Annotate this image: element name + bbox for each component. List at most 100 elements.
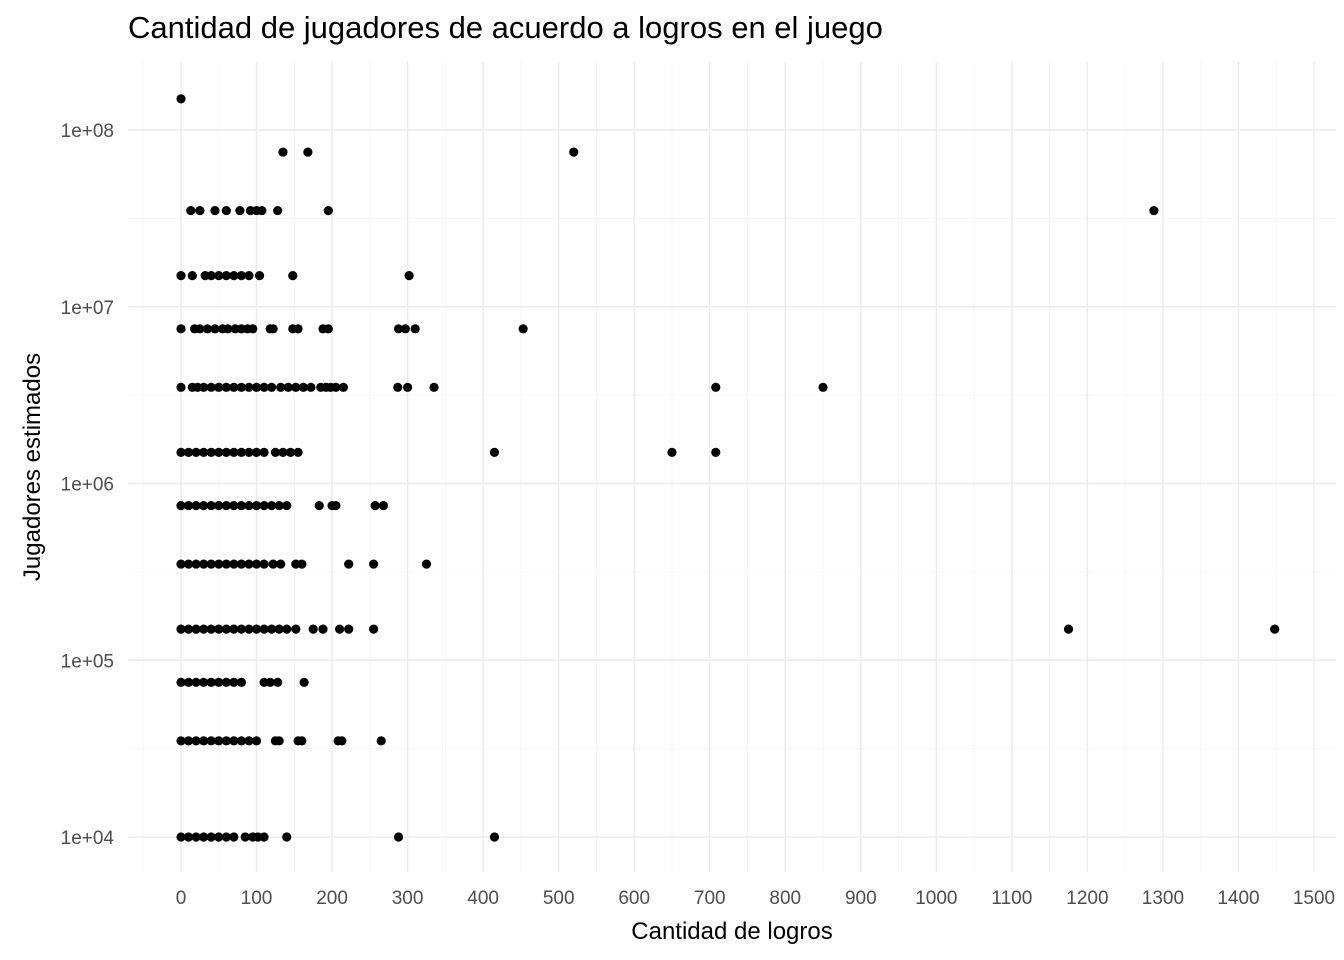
data-point (206, 500, 216, 511)
data-point (273, 205, 283, 216)
data-point (176, 677, 186, 687)
data-point (214, 677, 224, 687)
data-point (191, 559, 201, 569)
data-point (214, 624, 224, 634)
data-point (191, 447, 201, 457)
data-point (229, 559, 239, 569)
x-tick-label: 700 (694, 888, 726, 909)
y-tick-label: 1e+08 (61, 121, 114, 142)
data-point (236, 447, 247, 457)
data-point (251, 500, 262, 511)
data-point (244, 271, 254, 281)
data-point (229, 382, 239, 392)
data-point (183, 677, 194, 687)
x-tick-label: 800 (769, 888, 801, 909)
data-point (306, 382, 316, 392)
x-axis-title: Cantidad de logros (631, 918, 832, 945)
x-tick-label: 1300 (1142, 888, 1184, 909)
data-point (323, 205, 333, 216)
data-point (183, 624, 194, 634)
data-point (297, 736, 307, 746)
data-point (221, 382, 231, 392)
data-point (229, 271, 239, 281)
x-tick-label: 500 (543, 888, 575, 909)
data-point (244, 447, 254, 457)
data-point (489, 447, 500, 457)
x-tick-label: 1200 (1066, 888, 1108, 909)
y-tick-label: 1e+05 (61, 651, 114, 672)
data-point (214, 447, 224, 457)
data-point (191, 500, 201, 511)
x-tick-label: 1500 (1293, 888, 1335, 909)
data-point (376, 736, 386, 746)
data-point (210, 205, 220, 216)
data-point (248, 324, 258, 334)
data-point (199, 736, 209, 746)
x-tick-label: 100 (241, 888, 273, 909)
data-point (1063, 624, 1074, 634)
data-point (318, 624, 328, 634)
data-point (221, 559, 231, 569)
data-point (251, 559, 262, 569)
data-point (199, 447, 209, 457)
data-point (1149, 205, 1159, 216)
data-point (267, 382, 277, 392)
data-point (303, 147, 313, 157)
data-point (291, 624, 301, 634)
data-point (244, 382, 254, 392)
data-point (337, 736, 347, 746)
data-point (278, 147, 288, 157)
data-point (187, 271, 197, 281)
data-point (176, 324, 186, 334)
y-tick-label: 1e+07 (61, 298, 114, 319)
data-point (199, 624, 209, 634)
data-point (195, 205, 205, 216)
data-point (236, 624, 247, 634)
data-point (378, 500, 389, 511)
major-gridlines (128, 62, 1336, 872)
data-point (244, 559, 254, 569)
data-point (429, 382, 439, 392)
data-point (667, 447, 677, 457)
data-point (221, 205, 231, 216)
data-point (221, 271, 231, 281)
data-point (276, 382, 286, 392)
data-point (291, 382, 301, 392)
data-point (285, 447, 296, 457)
data-point (202, 324, 213, 334)
data-point (244, 736, 254, 746)
y-tick-label: 1e+04 (61, 828, 115, 849)
data-point (176, 500, 186, 511)
x-tick-label: 0 (176, 888, 187, 909)
data-point (244, 624, 254, 634)
data-point (229, 677, 239, 687)
data-point (191, 624, 201, 634)
data-point (176, 271, 186, 281)
x-tick-label: 1000 (915, 888, 957, 909)
data-point (265, 677, 275, 687)
data-point (251, 736, 262, 746)
data-point (293, 324, 303, 334)
data-point (711, 447, 721, 457)
data-point (199, 832, 209, 842)
data-point (257, 205, 267, 216)
data-point (186, 205, 196, 216)
data-point (210, 324, 220, 334)
x-tick-label: 1100 (991, 888, 1032, 909)
data-point (206, 559, 216, 569)
data-point (297, 559, 307, 569)
data-point (276, 559, 286, 569)
data-point (274, 500, 284, 511)
data-point (251, 624, 262, 634)
data-point (221, 500, 231, 511)
data-point (403, 382, 413, 392)
data-point (206, 832, 216, 842)
data-point (176, 624, 186, 634)
data-point (1270, 624, 1280, 634)
data-points (176, 94, 1280, 842)
y-axis-tick-labels: 1e+04 1e+05 1e+06 1e+07 1e+08 (61, 121, 115, 849)
data-point (268, 559, 278, 569)
data-point (331, 500, 341, 511)
data-point (369, 559, 379, 569)
data-point (410, 324, 420, 334)
